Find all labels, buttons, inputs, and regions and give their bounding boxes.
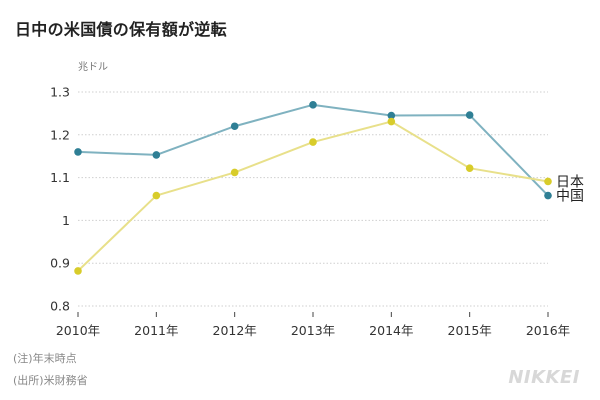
series-lines: [77, 103, 549, 272]
data-point: [544, 177, 552, 186]
series-points: [74, 101, 552, 275]
y-tick-label: 1: [62, 213, 70, 228]
series-line: [77, 103, 549, 197]
data-point: [230, 168, 239, 177]
data-point: [465, 111, 474, 119]
data-point: [387, 117, 396, 126]
x-tick-label: 2013年: [291, 323, 335, 338]
y-axis-unit-label: 兆ドル: [78, 62, 108, 73]
data-point: [465, 164, 474, 172]
nikkei-logo: NIKKEI: [508, 367, 580, 388]
data-point: [230, 122, 239, 131]
data-point: [309, 101, 317, 109]
x-tick-label: 2016年: [526, 323, 570, 338]
x-tick-label: 2011年: [134, 323, 178, 338]
y-tick-label: 1.2: [50, 127, 70, 142]
y-tick-label: 1.1: [50, 170, 70, 185]
x-tick-label: 2010年: [56, 323, 100, 338]
data-point: [74, 267, 82, 275]
y-axis-ticks: 0.8 0.9 1 1.1 1.2 1.3: [50, 85, 70, 314]
x-tick-label: 2012年: [213, 323, 257, 338]
series-label: 日本: [556, 174, 584, 190]
x-tick-label: 2014年: [369, 323, 413, 338]
x-axis-ticks: 2010年 2011年 2012年 2013年 2014年 2015年 2016年: [56, 312, 570, 338]
line-chart: 0.80.911.11.21.3 2010年 2011年 2012年 2013年 201…: [50, 85, 584, 339]
gridlines: [78, 91, 548, 307]
data-point: [544, 191, 552, 200]
data-point: [387, 111, 396, 120]
source-text: (出所)米財務省: [13, 374, 88, 387]
y-tick-label: 0.8: [50, 299, 70, 314]
data-point: [152, 151, 161, 159]
series-label: 中国: [556, 189, 584, 205]
chart-title: 日中の米国債の保有額が逆転: [15, 20, 227, 39]
data-point: [309, 138, 317, 146]
y-tick-label: 1.3: [50, 85, 70, 100]
x-tick-label: 2015年: [448, 323, 492, 338]
data-point: [74, 148, 82, 156]
y-tick-label: 0.9: [50, 256, 70, 271]
data-point: [152, 191, 161, 200]
note-text: (注)年末時点: [13, 352, 77, 365]
